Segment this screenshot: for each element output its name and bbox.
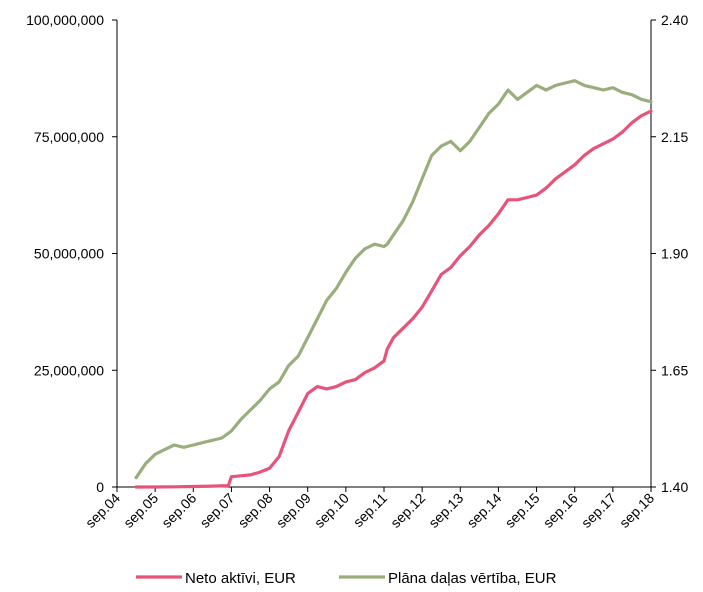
right-tick-label: 2.40	[661, 12, 688, 28]
x-tick-label: sep.16	[540, 490, 581, 531]
left-y-axis: 0 25,000,000 50,000,000 75,000,000 100,000,0…	[26, 12, 117, 495]
x-tick-label: sep.17	[578, 490, 619, 531]
series-layer	[134, 79, 653, 489]
legend: Neto aktīvi, EUR Plāna daļas vērtība, EUR	[136, 570, 557, 587]
x-tick-label: sep.04	[82, 490, 123, 531]
legend-label-2: Plāna daļas vērtība, EUR	[388, 570, 557, 587]
x-tick-label: sep.08	[235, 490, 276, 531]
x-tick-label: sep.05	[120, 490, 161, 531]
x-tick-label: sep.09	[273, 490, 314, 531]
x-tick-label: sep.11	[350, 490, 390, 530]
right-tick-label: 1.90	[661, 246, 688, 262]
right-tick-label: 1.40	[661, 479, 688, 495]
series-line-2	[134, 79, 653, 480]
x-axis: sep.04sep.05sep.06sep.07sep.08sep.09sep.…	[82, 487, 657, 531]
x-tick-label: sep.10	[311, 490, 352, 531]
x-tick-label: sep.13	[425, 490, 466, 531]
axes	[116, 20, 652, 488]
left-tick-label: 25,000,000	[34, 362, 104, 378]
left-tick-label: 100,000,000	[26, 12, 104, 28]
x-tick-label: sep.15	[502, 490, 543, 531]
right-tick-label: 2.15	[661, 129, 688, 145]
left-tick-label: 75,000,000	[34, 129, 104, 145]
x-tick-label: sep.06	[158, 490, 199, 531]
left-tick-label: 0	[96, 479, 104, 495]
right-y-axis: 1.40 1.65 1.90 2.15 2.40	[651, 12, 688, 495]
x-tick-label: sep.14	[464, 490, 505, 531]
series-line-1	[134, 109, 653, 489]
legend-label-1: Neto aktīvi, EUR	[185, 570, 296, 587]
x-tick-label: sep.07	[197, 490, 238, 531]
x-tick-label: sep.18	[616, 490, 657, 531]
x-tick-label: sep.12	[387, 490, 428, 531]
right-tick-label: 1.65	[661, 362, 688, 378]
left-tick-label: 50,000,000	[34, 246, 104, 262]
